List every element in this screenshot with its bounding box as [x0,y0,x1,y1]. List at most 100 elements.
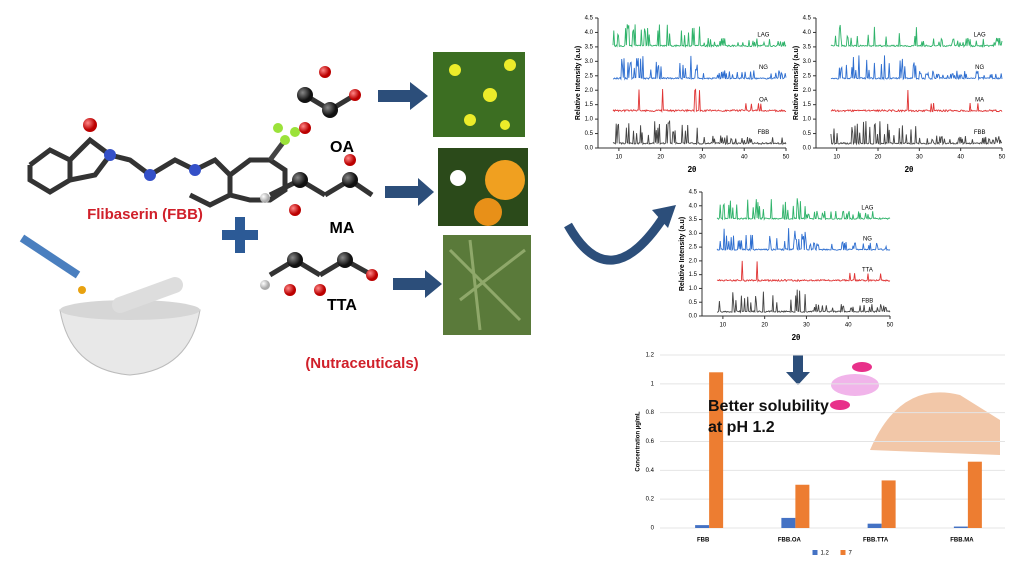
x-tick-label: 30 [803,323,810,329]
y-tick-label: 3.0 [803,59,812,65]
y-tick-label: 3.0 [689,231,698,237]
y-tick-label: 3.5 [689,217,698,223]
series-label: MA [975,97,984,103]
xrd-trace [612,24,787,48]
series-label: OA [759,97,768,103]
bar [881,480,896,528]
photo-flowers [433,52,525,137]
fbb-molecule [27,136,288,208]
plus-sign [222,217,258,253]
legend-label: 1.2 [821,551,830,557]
y-tick-label: 0.0 [585,146,594,152]
y-tick-label: 0.5 [803,131,812,137]
y-tick-label: 1 [651,381,655,387]
mortar-pestle [19,234,201,376]
coformer-label: MA [330,220,355,237]
y-tick-label: 0 [651,526,655,532]
y-tick-label: 1.0 [585,117,594,123]
xrd-trace [716,260,891,283]
y-tick-label: 0.0 [689,314,698,320]
y-tick-label: 3.5 [803,44,812,50]
xrd-trace [716,289,891,314]
y-axis-label: Relative Intensity (a.u) [793,46,800,120]
x-tick-label: 10 [616,155,623,161]
bar [953,526,968,528]
coformer-group: (Nutraceuticals) [305,355,418,372]
x-tick-label: 50 [783,155,790,161]
xrd-trace [612,88,787,113]
series-label: FBB [862,299,874,305]
photo-tamarind [443,235,531,335]
x-tick-label: 40 [741,155,748,161]
x-tick-label: 10 [833,155,840,161]
y-tick-label: 3.0 [585,59,594,65]
x-axis-label: 2θ [905,165,914,174]
x-tick-label: 40 [957,155,964,161]
series-label: LAG [757,32,769,38]
series-label: FBB [974,130,986,136]
acid-atoms [260,66,378,296]
y-tick-label: 1.0 [689,286,698,292]
coformer-label: TTA [327,297,357,314]
xrd-trace [716,198,891,221]
x-tick-label: 20 [761,323,768,329]
molecule-atoms [83,118,300,181]
bar [781,517,796,528]
series-label: NG [975,65,984,71]
coformer-label: OA [330,139,354,156]
bar [709,372,724,528]
x-tick-label: 50 [999,155,1006,161]
xrd-trace [830,121,1003,146]
y-tick-label: 4.5 [803,16,812,22]
y-tick-label: 4.0 [585,30,594,36]
xrd-trace [830,89,1003,113]
y-tick-label: 2.5 [689,245,698,251]
y-tick-label: 2.5 [585,73,594,79]
y-tick-label: 0.8 [646,410,655,416]
y-tick-label: 2.0 [689,258,698,264]
legend-swatch [812,550,818,555]
x-tick-label: 30 [916,155,923,161]
photo-oranges [438,148,528,226]
x-tick-label: 10 [720,323,727,329]
y-tick-label: 0.5 [585,131,594,137]
y-axis-label: Relative Intensity (a.u) [679,217,686,291]
bar [967,461,982,528]
bar [695,525,710,528]
drug-label: Flibaserin (FBB) [87,206,203,223]
y-axis-label: Concentration µg/mL [636,411,642,471]
y-tick-label: 4.5 [689,190,698,196]
xrd-trace [612,120,787,146]
x-tick-label: FBB [697,538,710,544]
x-tick-label: FBB.MA [950,538,974,544]
y-tick-label: 0.5 [689,300,698,306]
y-tick-label: 4.0 [803,30,812,36]
y-tick-label: 1.0 [803,117,812,123]
callout: Better solubility at pH 1.2 [708,398,829,436]
y-tick-label: 4.5 [585,16,594,22]
x-tick-label: 20 [657,155,664,161]
x-tick-label: 20 [875,155,882,161]
series-label: LAG [974,32,986,38]
y-tick-label: 2.5 [803,73,812,79]
xrd-trace [716,228,891,252]
series-label: LAG [861,206,873,212]
y-tick-label: 0.2 [646,497,655,503]
series-label: FBB [758,130,770,136]
x-tick-label: FBB.TTA [863,538,889,544]
arrows [378,82,810,385]
series-label: NG [759,65,768,71]
series-label: NG [863,237,872,243]
y-tick-label: 3.5 [585,44,594,50]
series-label: TTA [862,268,873,274]
photo-hand-pill [830,362,1000,455]
xrd-trace [612,55,787,81]
y-tick-label: 4.0 [689,203,698,209]
legend-label: 7 [849,551,853,557]
x-axis-label: 2θ [792,333,801,342]
y-tick-label: 1.2 [646,353,655,359]
y-tick-label: 1.5 [585,102,594,108]
y-tick-label: 0.6 [646,439,655,445]
